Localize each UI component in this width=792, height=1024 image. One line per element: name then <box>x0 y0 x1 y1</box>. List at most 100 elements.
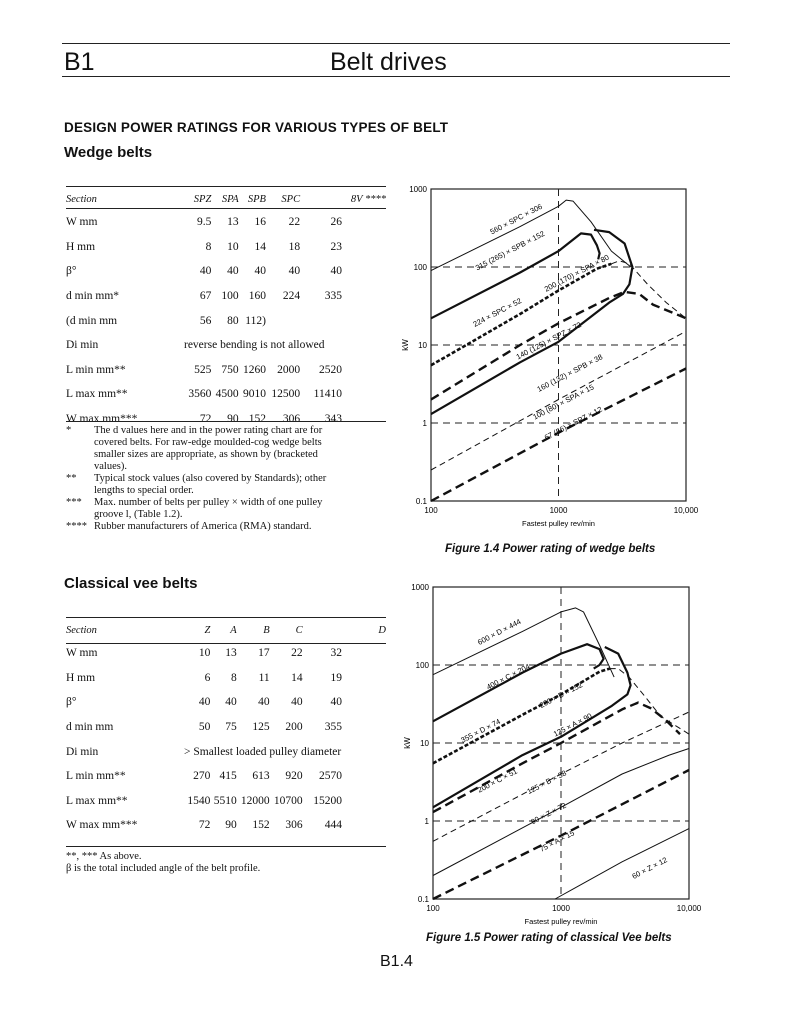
table-cell: 444 <box>324 819 342 832</box>
y-tick-label: 1 <box>423 419 428 428</box>
series-label: 75 × A × 15 <box>538 828 576 853</box>
table-cell: 2000 <box>277 363 301 376</box>
table-cell: 75 <box>225 721 237 734</box>
table-cell: 1260 <box>242 363 266 376</box>
series-label: 200 (170) × SPA × 80 <box>543 253 611 294</box>
footnote-mark: ** <box>66 473 77 484</box>
table-cell: 40 <box>291 696 303 709</box>
x-tick-label: 100 <box>424 506 438 515</box>
column-header-section: Section <box>66 624 97 636</box>
classical-belts-table: Section Z A B C D W mm 10 13 17 22 32 H mm 6 8 11 14 19 β°… <box>66 619 386 838</box>
x-tick-label: 1000 <box>552 904 570 913</box>
table-cell: 14 <box>254 240 266 253</box>
table-cell: 152 <box>248 413 266 426</box>
table-cell: 355 <box>324 721 342 734</box>
column-header: 8V **** <box>350 193 386 205</box>
table-cell: 613 <box>252 770 270 783</box>
wedge-notes: * The d values here and in the power rati… <box>66 425 351 533</box>
series-line <box>432 768 690 901</box>
header-rule-bottom <box>62 76 730 77</box>
chart-1: 0.1 1 10 100 1000 100 1000 10,000 Fastest pulley… <box>401 185 699 528</box>
footnote-mark: *** <box>66 497 82 508</box>
y-tick-label: 100 <box>414 263 428 272</box>
table-cell: 40 <box>198 696 211 709</box>
x-axis-label: Fastest pulley rev/min <box>525 917 598 926</box>
series-line <box>430 228 634 416</box>
table-cell: 22 <box>291 647 303 660</box>
series-line <box>611 260 687 319</box>
series-line <box>609 668 690 735</box>
series-label: 125 × A × 90 <box>552 711 594 738</box>
series-line <box>430 199 632 272</box>
figure-caption: Figure 1.4 Power rating of wedge belts <box>445 543 656 555</box>
series-label: 60 × Z × 12 <box>630 855 668 881</box>
footnote-text: The d values here and in the power ratin… <box>94 425 323 472</box>
row-label: L max mm** <box>66 794 128 807</box>
y-tick-label: 0.1 <box>418 895 430 904</box>
table-cell: 80 <box>227 314 239 327</box>
table-cell: 415 <box>219 770 237 783</box>
table-cell: 9010 <box>242 388 266 401</box>
series-line <box>430 330 687 471</box>
series-line <box>432 643 605 723</box>
table-row: d min mm 50 75 125 200 355 <box>66 715 386 740</box>
table-cell: 13 <box>227 216 239 229</box>
y-tick-label: 1000 <box>409 185 427 194</box>
table-cell: 72 <box>199 413 212 426</box>
row-label: Di min <box>66 339 99 352</box>
series-line <box>430 290 687 401</box>
series-line <box>430 262 612 367</box>
header-rule-top <box>62 43 730 44</box>
table-cell: 50 <box>198 721 211 734</box>
series-line <box>430 367 687 503</box>
section-code: B1 <box>64 48 95 76</box>
footnote-text: Max. number of belts per pulley × width … <box>94 497 323 520</box>
table-cell: 16 <box>254 216 266 229</box>
row-label: β° <box>66 696 77 709</box>
series-line <box>432 748 690 876</box>
wedge-belts-table: Section SPZ SPA SPB SPC 8V **** W mm 9.5 13 16 22 2… <box>66 188 386 431</box>
x-tick-label: 100 <box>426 904 440 913</box>
x-tick-label: 10,000 <box>674 506 699 515</box>
table-row: d min mm* 67 100 160 224 335 <box>66 284 386 309</box>
table-cell: 23 <box>330 240 343 253</box>
table-rule <box>66 846 386 847</box>
row-label: d min mm* <box>66 290 120 303</box>
table-cell: 32 <box>330 647 343 660</box>
column-header: SPC <box>281 193 301 205</box>
table-cell: 8 <box>205 240 212 253</box>
table-cell: 17 <box>258 647 270 660</box>
table-cell: 6 <box>204 671 211 684</box>
row-label: L max mm** <box>66 388 128 401</box>
table-cell: 90 <box>225 819 237 832</box>
series-label: 224 × SPC × 52 <box>471 296 522 329</box>
footnote-mark: * <box>66 425 72 436</box>
footnote: * The d values here and in the power rati… <box>66 425 351 473</box>
column-header: A <box>230 624 237 636</box>
table-cell: 160 <box>248 290 266 303</box>
table-cell: 8 <box>230 671 237 684</box>
table-cell: 15200 <box>313 794 342 807</box>
table-cell: 40 <box>225 696 237 709</box>
row-span-text: > Smallest loaded pulley diameter <box>184 745 342 758</box>
table-cell: 112) <box>245 314 266 327</box>
table-row: W max mm*** 72 90 152 306 343 <box>66 407 386 432</box>
wedge-heading: Wedge belts <box>64 144 153 161</box>
column-header: C <box>295 624 303 636</box>
table-cell: 525 <box>194 363 212 376</box>
table-cell: 12000 <box>240 794 270 807</box>
page-number: B1.4 <box>380 953 413 970</box>
table-cell: 343 <box>324 413 342 426</box>
x-tick-label: 10,000 <box>677 904 702 913</box>
series-line <box>432 701 681 814</box>
table-cell: 125 <box>252 721 270 734</box>
table-cell: 12500 <box>271 388 301 401</box>
series-line <box>432 646 632 809</box>
footnote-text: Typical stock values (also covered by St… <box>94 473 327 496</box>
table-cell: 40 <box>254 265 266 278</box>
table-cell: 9.5 <box>196 216 212 229</box>
footnote-text: β is the total included angle of the bel… <box>66 863 261 874</box>
page-heading: DESIGN POWER RATINGS FOR VARIOUS TYPES O… <box>64 120 449 135</box>
footnote: β is the total included angle of the bel… <box>66 863 366 875</box>
table-cell: 750 <box>221 363 239 376</box>
